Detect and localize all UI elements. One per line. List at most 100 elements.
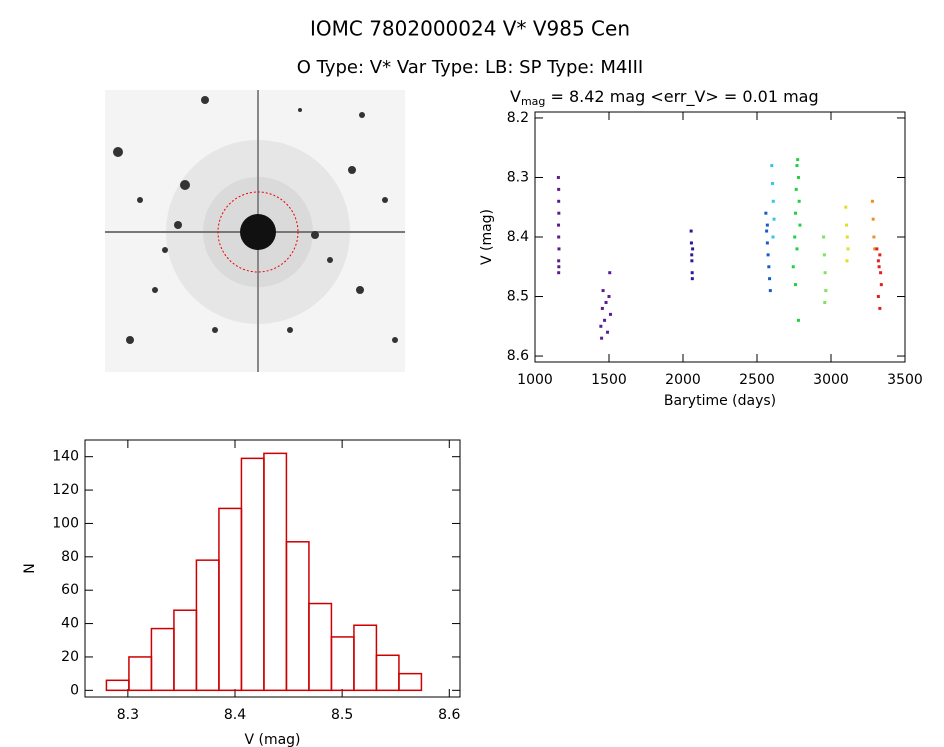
y-tick-label: 0 xyxy=(70,682,79,698)
point xyxy=(764,211,768,215)
point xyxy=(771,181,775,185)
point xyxy=(878,253,882,257)
point xyxy=(791,265,795,269)
x-tick-label: 8.3 xyxy=(117,707,139,723)
x-tick-label: 2000 xyxy=(665,372,701,388)
point xyxy=(557,187,561,191)
point xyxy=(793,235,797,239)
bar xyxy=(195,559,220,692)
point xyxy=(795,164,799,168)
point xyxy=(556,175,560,179)
x-tick-label: 3500 xyxy=(887,372,923,388)
title-main: V xyxy=(510,87,521,106)
y-tick-label: 8.6 xyxy=(507,348,529,364)
point xyxy=(876,295,880,299)
y-tick-label: 8.2 xyxy=(507,110,529,126)
x-tick-label: 2500 xyxy=(739,372,775,388)
point xyxy=(796,158,800,162)
title-rest: = 8.42 mag <err_V> = 0.01 mag xyxy=(545,87,818,107)
point xyxy=(765,229,769,233)
point xyxy=(557,199,561,203)
point xyxy=(796,175,800,179)
y-tick-label: 8.3 xyxy=(507,169,529,185)
x-tick-label: 1500 xyxy=(591,372,627,388)
bar xyxy=(173,609,198,692)
point xyxy=(877,265,881,269)
point xyxy=(557,211,561,215)
plot-frame xyxy=(84,439,461,698)
bar xyxy=(263,452,288,692)
point xyxy=(793,211,797,215)
chart-title: Vmag = 8.42 mag <err_V> = 0.01 mag xyxy=(510,87,819,109)
point xyxy=(822,253,826,257)
y-tick-label: 80 xyxy=(61,549,79,565)
point xyxy=(844,205,848,209)
y-tick-label: 140 xyxy=(52,449,79,465)
x-tick-label: 8.4 xyxy=(224,707,246,723)
point xyxy=(765,241,769,245)
point xyxy=(770,164,774,168)
point xyxy=(690,277,694,281)
point xyxy=(557,265,561,269)
x-axis-label: V (mag) xyxy=(244,732,300,747)
point xyxy=(690,253,694,257)
point xyxy=(845,223,849,227)
page-subtitle: O Type: V* Var Type: LB: SP Type: M4III xyxy=(297,57,643,78)
x-tick-label: 8.5 xyxy=(331,707,353,723)
point xyxy=(766,253,770,257)
point xyxy=(823,300,827,304)
y-tick-label: 60 xyxy=(61,582,79,598)
point xyxy=(823,271,827,275)
bar xyxy=(375,654,400,692)
point xyxy=(771,199,775,203)
point xyxy=(794,187,798,191)
point xyxy=(767,265,771,269)
point xyxy=(798,223,802,227)
point xyxy=(689,241,693,245)
point xyxy=(600,306,604,310)
bar xyxy=(330,636,355,692)
point xyxy=(557,247,561,251)
plot-frame xyxy=(534,111,906,363)
point xyxy=(557,235,561,239)
point xyxy=(608,312,612,316)
point xyxy=(872,235,876,239)
point xyxy=(557,271,561,275)
point xyxy=(557,223,561,227)
bar xyxy=(150,627,175,692)
bar xyxy=(398,672,423,692)
bar xyxy=(308,602,333,692)
y-axis-label: N xyxy=(22,563,38,573)
y-axis-label: V (mag) xyxy=(479,209,495,265)
point xyxy=(879,271,883,275)
point xyxy=(876,259,880,263)
star-field xyxy=(105,90,405,372)
point xyxy=(606,330,610,334)
point xyxy=(557,259,561,263)
point xyxy=(845,259,849,263)
x-axis-label: Barytime (days) xyxy=(664,393,776,409)
point xyxy=(601,289,605,293)
point xyxy=(822,235,826,239)
point xyxy=(604,300,608,304)
y-tick-label: 20 xyxy=(61,649,79,665)
y-tick-label: 8.5 xyxy=(507,289,529,305)
point xyxy=(871,217,875,221)
point xyxy=(768,289,772,293)
point xyxy=(846,247,850,251)
title-sub: mag xyxy=(521,95,545,108)
point xyxy=(689,229,693,233)
point xyxy=(600,336,604,340)
point xyxy=(793,283,797,287)
y-tick-label: 8.4 xyxy=(507,229,529,245)
point xyxy=(797,199,801,203)
x-tick-label: 1000 xyxy=(517,372,553,388)
point xyxy=(875,247,879,251)
point xyxy=(603,318,607,322)
point xyxy=(765,223,769,227)
y-tick-label: 120 xyxy=(52,482,79,498)
y-tick-label: 100 xyxy=(52,515,79,531)
bar xyxy=(128,656,153,692)
x-tick-label: 8.6 xyxy=(438,707,460,723)
